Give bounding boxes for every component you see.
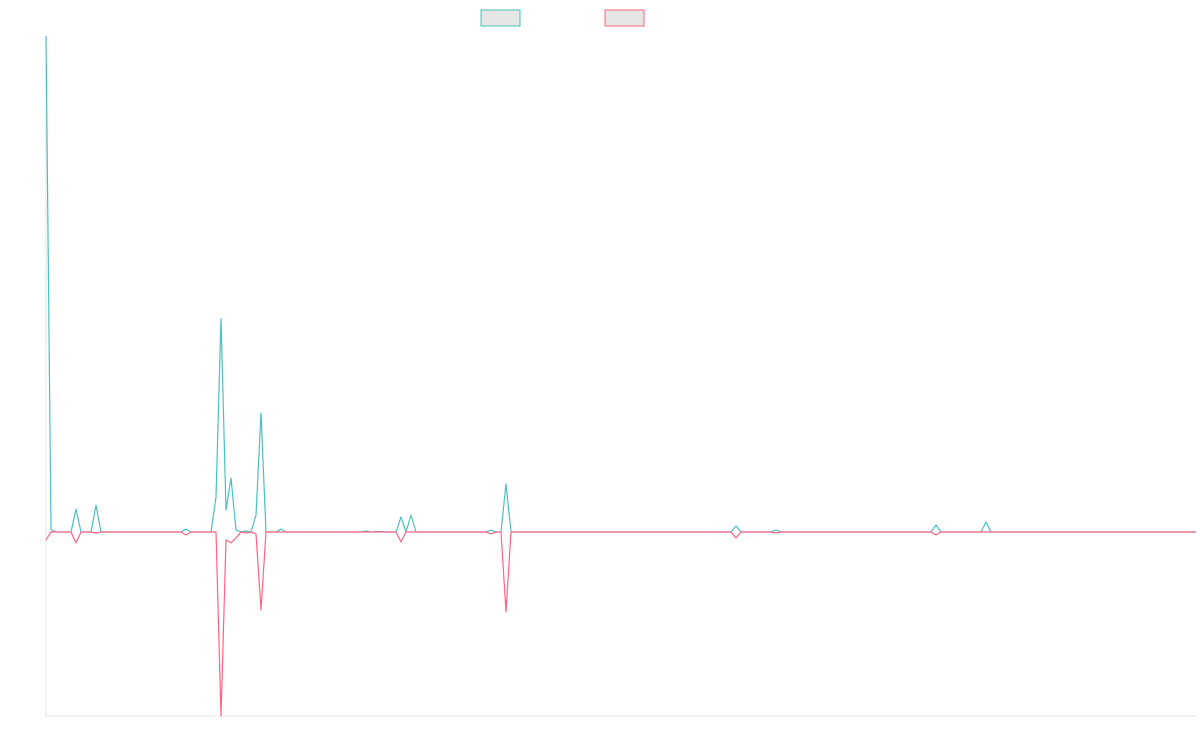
series-line [45,531,1196,717]
legend-swatch [604,9,645,27]
legend-swatch [480,9,521,27]
series-line [45,35,1196,533]
